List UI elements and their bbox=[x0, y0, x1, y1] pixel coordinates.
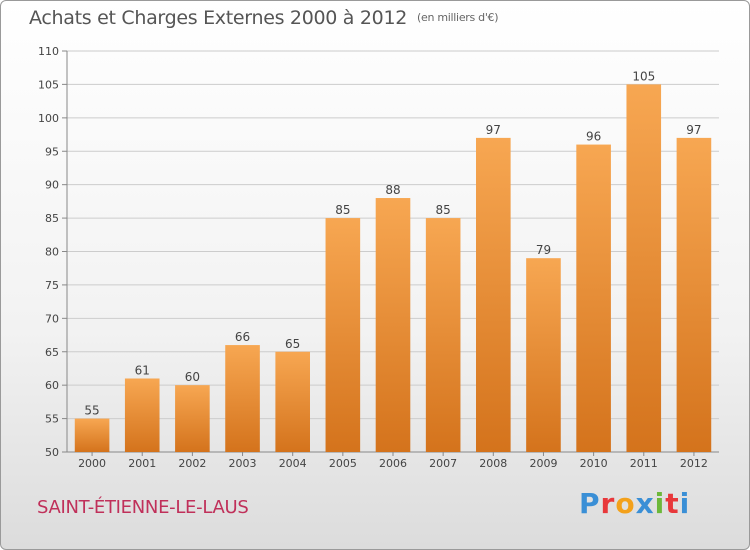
x-tick-label: 2004 bbox=[279, 457, 307, 470]
y-tick-label: 55 bbox=[45, 413, 59, 426]
data-label: 97 bbox=[486, 123, 501, 137]
x-tick-label: 2005 bbox=[329, 457, 357, 470]
logo-letter: P bbox=[579, 487, 601, 520]
bars bbox=[74, 84, 712, 453]
bar-2005 bbox=[325, 218, 361, 452]
x-tick-label: 2003 bbox=[229, 457, 257, 470]
data-label: 61 bbox=[135, 363, 150, 377]
bar-2004 bbox=[275, 351, 310, 452]
data-label: 88 bbox=[385, 183, 400, 197]
y-tick-label: 110 bbox=[38, 45, 59, 58]
y-tick-label: 90 bbox=[45, 179, 59, 192]
x-tick-label: 2008 bbox=[479, 457, 507, 470]
x-tick-label: 2007 bbox=[429, 457, 457, 470]
data-label: 66 bbox=[235, 330, 250, 344]
bar-2003 bbox=[225, 345, 260, 452]
bar-2002 bbox=[175, 385, 210, 452]
x-tick-label: 2012 bbox=[680, 457, 708, 470]
y-tick-label: 60 bbox=[45, 379, 59, 392]
y-tick-label: 100 bbox=[38, 112, 59, 125]
logo-letter: i bbox=[654, 487, 666, 520]
data-label: 105 bbox=[632, 69, 655, 83]
logo-letter: o bbox=[615, 487, 636, 520]
chart-title: Achats et Charges Externes 2000 à 2012 (e… bbox=[29, 7, 499, 29]
y-tick-label: 50 bbox=[45, 446, 59, 459]
proxiti-logo: Proxiti bbox=[579, 487, 690, 520]
data-label: 85 bbox=[436, 203, 451, 217]
logo-letter: x bbox=[635, 487, 655, 520]
x-tick-label: 2010 bbox=[580, 457, 608, 470]
data-label: 65 bbox=[285, 337, 300, 351]
data-label: 97 bbox=[686, 123, 701, 137]
data-label: 60 bbox=[185, 370, 200, 384]
x-tick-labels: 2000 2001 2002 2003 2004 2005 2006 2007 2008 2009… bbox=[78, 457, 708, 470]
bar-2012 bbox=[676, 137, 712, 452]
logo-letter: r bbox=[600, 487, 616, 520]
bar-2006 bbox=[375, 198, 411, 452]
bar-2007 bbox=[425, 218, 461, 452]
data-label: 85 bbox=[335, 203, 350, 217]
logo-letter: t bbox=[665, 487, 680, 520]
y-tick-label: 85 bbox=[45, 212, 59, 225]
chart-unit: (en milliers d'€) bbox=[417, 11, 499, 24]
chart-title-text: Achats et Charges Externes 2000 à 2012 bbox=[29, 7, 408, 29]
x-tick-label: 2002 bbox=[178, 457, 206, 470]
x-tick-label: 2001 bbox=[128, 457, 156, 470]
bar-2010 bbox=[576, 144, 611, 453]
x-tick-label: 2006 bbox=[379, 457, 407, 470]
x-tick-label: 2011 bbox=[630, 457, 658, 470]
x-tick-label: 2009 bbox=[529, 457, 557, 470]
y-tick-label: 70 bbox=[45, 312, 59, 325]
y-tick-label: 75 bbox=[45, 279, 59, 292]
y-tick-labels: 50 55 60 65 70 75 80 85 90 95 100 105 110 bbox=[38, 45, 59, 459]
data-label: 55 bbox=[84, 404, 99, 418]
bar-2008 bbox=[476, 137, 511, 452]
x-tick-label: 2000 bbox=[78, 457, 106, 470]
y-tick-label: 65 bbox=[45, 346, 59, 359]
y-tick-label: 80 bbox=[45, 246, 59, 259]
bar-2011 bbox=[626, 84, 662, 453]
y-tick-label: 95 bbox=[45, 145, 59, 158]
bar-2000 bbox=[74, 418, 110, 452]
data-label: 96 bbox=[586, 130, 601, 144]
bar-2001 bbox=[124, 378, 160, 452]
y-tick-label: 105 bbox=[38, 78, 59, 91]
data-labels: 55 61 60 66 65 85 88 85 97 79 96 105 97 bbox=[84, 69, 701, 417]
data-label: 79 bbox=[536, 243, 551, 257]
bar-2009 bbox=[526, 258, 561, 452]
commune-name: SAINT-ÉTIENNE-LE-LAUS bbox=[37, 497, 249, 518]
logo-letter: i bbox=[679, 487, 691, 520]
